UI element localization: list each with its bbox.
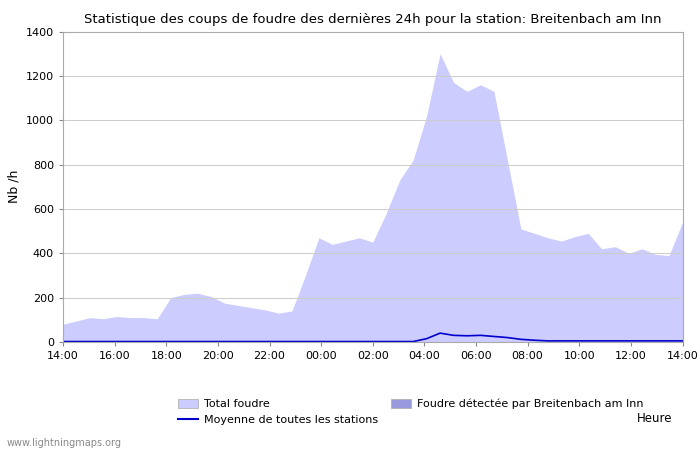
Y-axis label: Nb /h: Nb /h (7, 170, 20, 203)
Text: Heure: Heure (636, 412, 672, 425)
Title: Statistique des coups de foudre des dernières 24h pour la station: Breitenbach a: Statistique des coups de foudre des dern… (84, 13, 662, 26)
Text: www.lightningmaps.org: www.lightningmaps.org (7, 438, 122, 448)
Legend: Total foudre, Moyenne de toutes les stations, Foudre détectée par Breitenbach am: Total foudre, Moyenne de toutes les stat… (174, 394, 648, 430)
